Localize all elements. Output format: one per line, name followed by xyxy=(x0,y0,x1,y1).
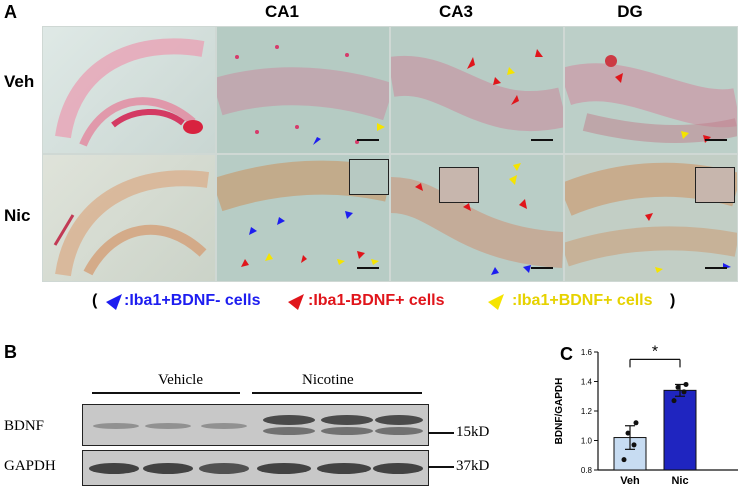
panel-b-letter: B xyxy=(4,342,17,362)
legend-open-paren: ( xyxy=(92,292,98,309)
micrograph-veh-overview xyxy=(42,26,216,154)
column-header-ca1: CA1 xyxy=(264,2,299,21)
data-point xyxy=(683,381,689,387)
y-tick-label: 1.2 xyxy=(581,407,593,416)
legend-yellow-arrowhead-icon xyxy=(488,294,504,310)
significance-star: * xyxy=(652,343,658,360)
data-point xyxy=(621,457,627,463)
row-header-veh: Veh xyxy=(4,72,35,91)
legend-label-red: :Iba1-BDNF+ cells xyxy=(308,292,445,309)
micrograph-veh-ca1 xyxy=(216,26,390,154)
legend-close-paren: ) xyxy=(670,292,676,309)
micrograph-nic-overview xyxy=(42,154,216,282)
legend-label-blue: :Iba1+BDNF- cells xyxy=(124,292,261,309)
column-header-dg: DG xyxy=(617,2,643,21)
data-point xyxy=(625,430,631,436)
column-header-ca3: CA3 xyxy=(438,2,473,21)
group-label-nicotine: Nicotine xyxy=(302,372,354,388)
y-tick-label: 0.8 xyxy=(581,466,593,475)
marker-line-gapdh xyxy=(428,466,454,468)
x-tick-label: Veh xyxy=(620,475,640,487)
marker-label-15kd: 15kD xyxy=(456,424,490,440)
scale-bar xyxy=(357,267,379,269)
marker-label-37kd: 37kD xyxy=(456,458,490,474)
y-axis-label: BDNF/GAPDH xyxy=(554,378,565,445)
scale-bar xyxy=(705,267,727,269)
data-point xyxy=(681,389,687,395)
arrowhead-marker xyxy=(313,137,321,145)
micrograph-nic-dg xyxy=(564,154,738,282)
micrograph-veh-dg xyxy=(564,26,738,154)
panel-a-letter: A xyxy=(4,2,17,22)
y-tick-label: 1.4 xyxy=(581,378,593,387)
blot-label-bdnf: BDNF xyxy=(4,418,45,434)
data-point xyxy=(633,420,639,426)
micrograph-nic-ca1 xyxy=(216,154,390,282)
blot-label-gapdh: GAPDH xyxy=(4,458,56,474)
marker-line-bdnf xyxy=(428,432,454,434)
data-point xyxy=(675,384,681,390)
scale-bar xyxy=(531,139,553,141)
scale-bar xyxy=(705,139,727,141)
data-point xyxy=(631,442,637,448)
group-line-vehicle xyxy=(92,392,240,394)
inset-zoom xyxy=(349,159,389,195)
group-line-nicotine xyxy=(252,392,422,394)
bar-nic xyxy=(663,389,697,471)
y-tick-label: 1.6 xyxy=(581,348,593,357)
micrograph-veh-ca3 xyxy=(390,26,564,154)
data-point xyxy=(671,398,677,404)
scale-bar xyxy=(357,139,379,141)
group-label-vehicle: Vehicle xyxy=(158,372,203,388)
bar-chart: 0.8 1.0 1.2 1.4 1.6 BDNF/GAPDH Veh Nic * xyxy=(554,343,738,487)
blot-bdnf xyxy=(82,404,429,446)
legend-label-yellow: :Iba1+BDNF+ cells xyxy=(512,292,653,309)
row-header-nic: Nic xyxy=(4,206,31,225)
legend-red-arrowhead-icon xyxy=(288,294,304,310)
y-tick-label: 1.0 xyxy=(581,437,593,446)
legend-blue-arrowhead-icon xyxy=(106,294,122,310)
scale-bar xyxy=(531,267,553,269)
blot-gapdh xyxy=(82,450,429,486)
inset-zoom xyxy=(439,167,479,203)
inset-zoom xyxy=(695,167,735,203)
micrograph-nic-ca3 xyxy=(390,154,564,282)
panel-c-letter: C xyxy=(560,344,573,364)
x-tick-label: Nic xyxy=(671,475,688,487)
